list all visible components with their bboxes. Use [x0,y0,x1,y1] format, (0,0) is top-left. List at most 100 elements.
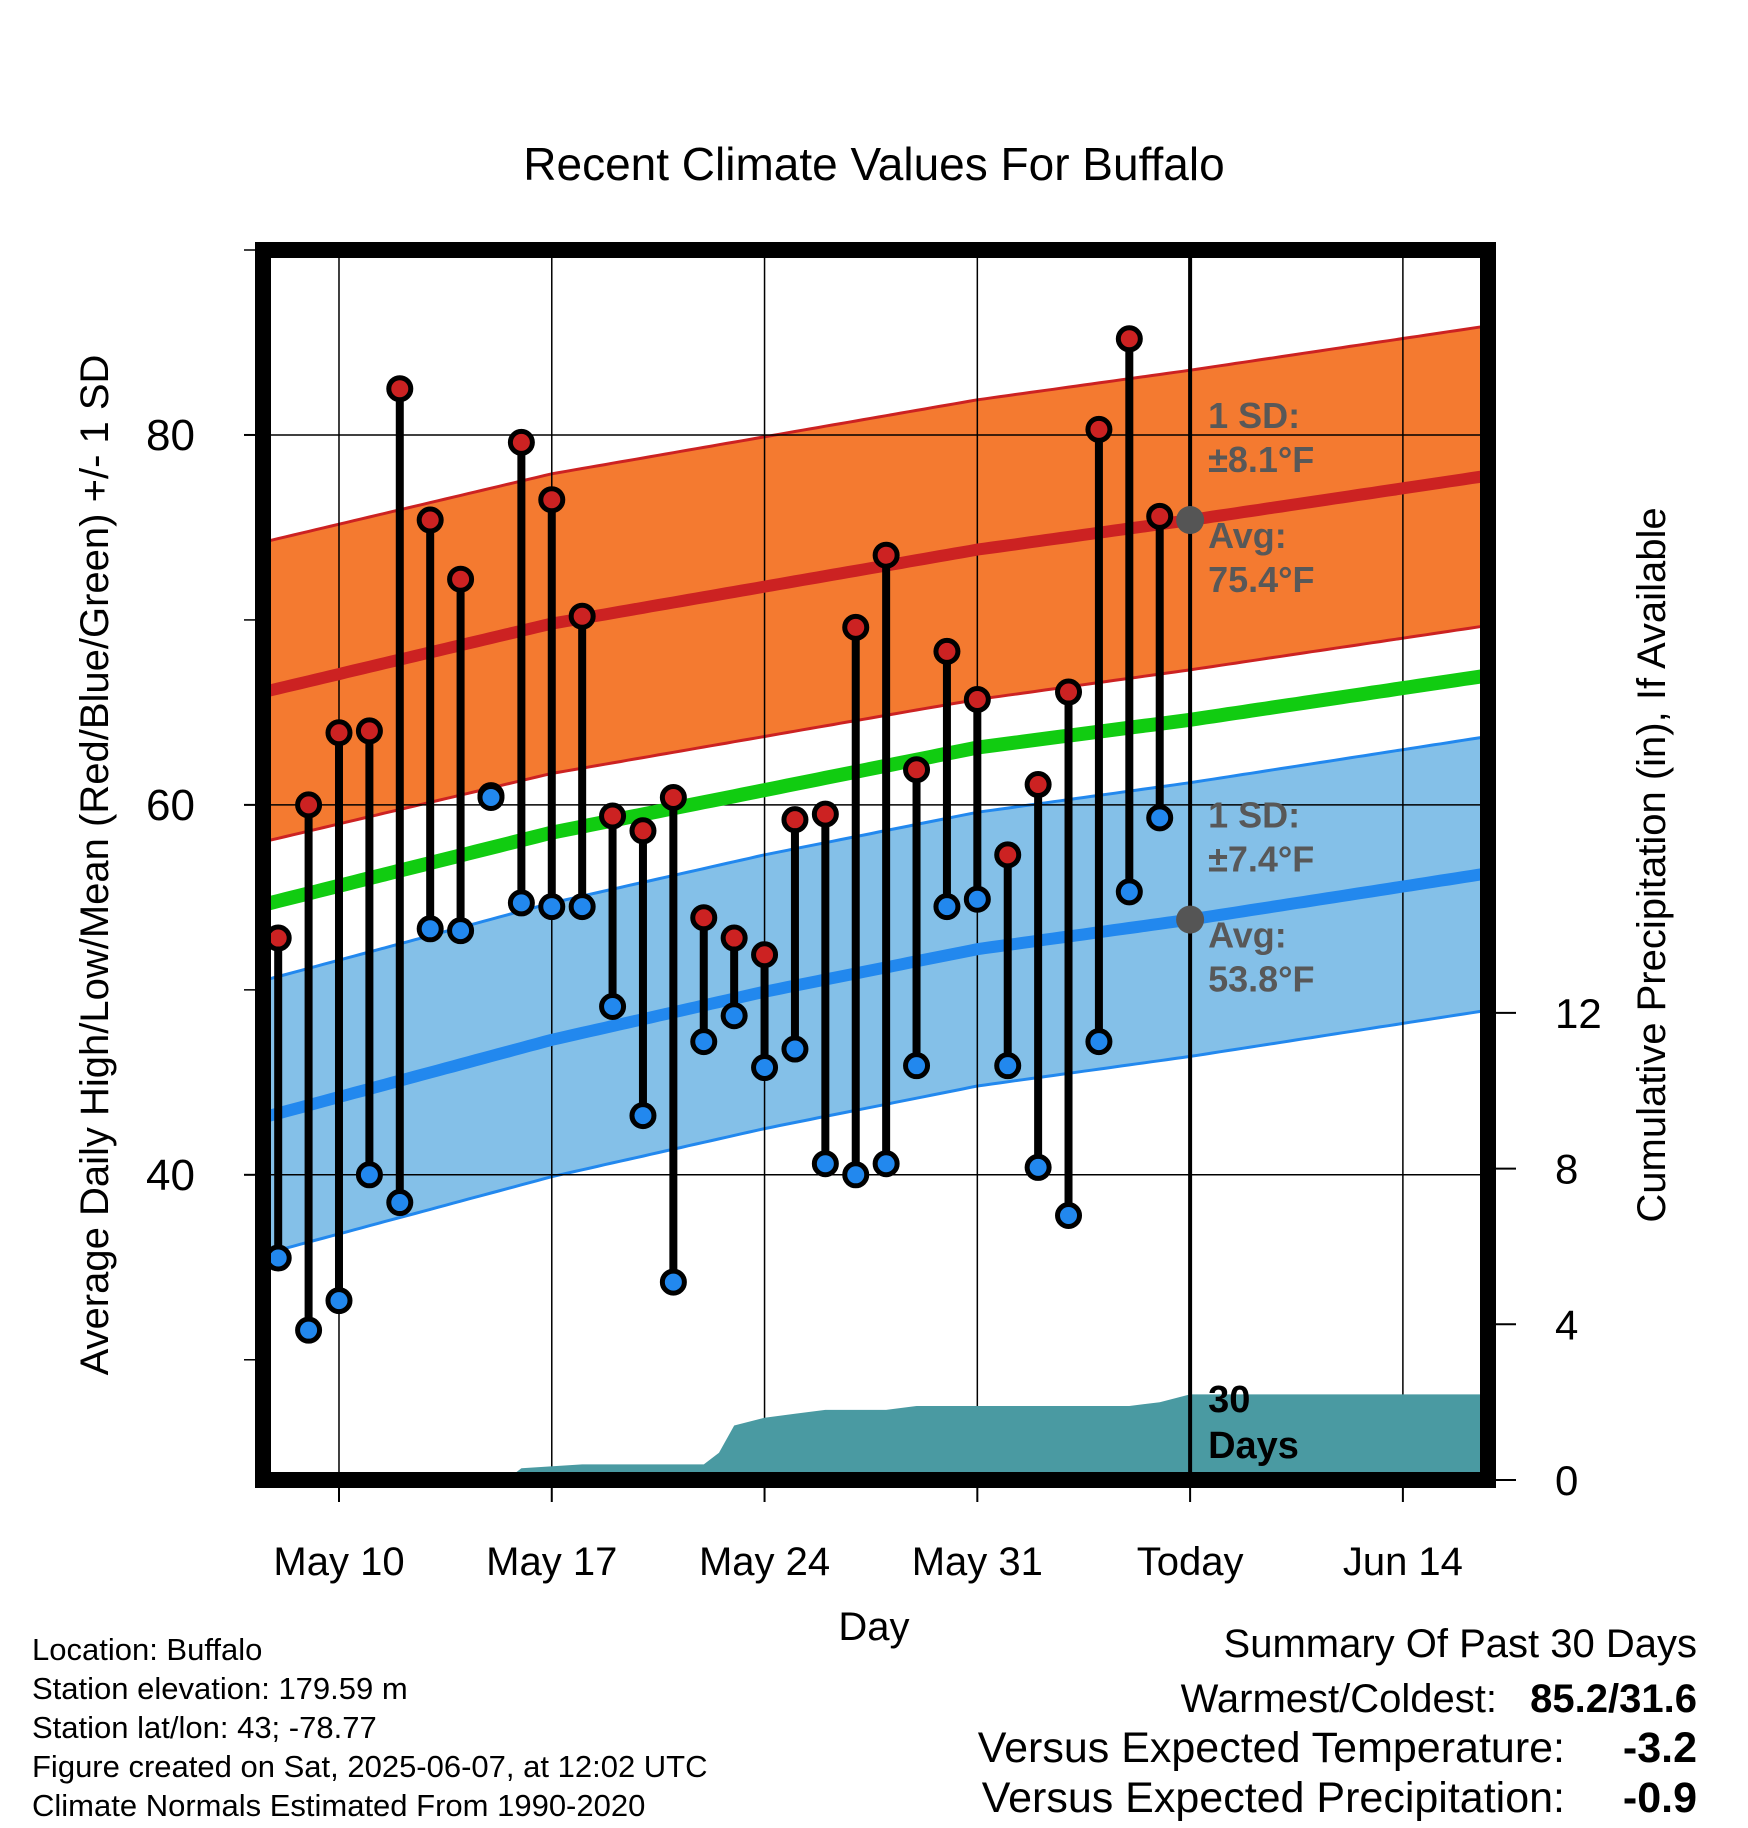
daily-low-point [386,1189,414,1217]
precipitation-layer [263,1394,1488,1480]
daily-high-point [1024,771,1052,799]
summary-panel: Summary Of Past 30 Days Warmest/Coldest:… [978,1622,1697,1822]
daily-high-point [538,486,566,514]
sd-bands [263,324,1487,1256]
daily-low-point [325,1287,353,1315]
high-sd-lower-edge [263,624,1487,844]
summary-warmest-label: Warmest/Coldest: [1181,1677,1497,1721]
low-sd-value: ±7.4°F [1208,839,1314,880]
daily-high-point [325,719,353,747]
daily-high-point [295,791,323,819]
daily-low-point [1055,1202,1083,1230]
daily-high-point [933,637,961,665]
daily-low-point [507,889,535,917]
high-sd-value: ±8.1°F [1208,439,1314,480]
low-avg-value: 53.8°F [1208,959,1314,1000]
y2-tick-label: 12 [1555,990,1602,1037]
avg-low-line [263,867,1488,1124]
today-avg-low-marker [1176,905,1205,934]
daily-low-point [599,992,627,1020]
footer-elevation: Station elevation: 179.59 m [32,1671,408,1706]
plot-area [263,250,1488,1480]
axis-ticks [244,249,1516,1502]
low-sd-lower-edge [263,1008,1487,1256]
daily-low-point [1085,1028,1113,1056]
footer-info: Location: Buffalo Station elevation: 179… [32,1632,708,1823]
daily-high-point [1055,678,1083,706]
x-tick-label: Today [1137,1540,1244,1584]
x-tick-label: Jun 14 [1343,1540,1463,1584]
y-axis-label: Average Daily High/Low/Mean (Red/Blue/Gr… [73,355,117,1376]
summary-precip-value: -0.9 [1623,1774,1697,1822]
daily-low-point [568,893,596,921]
gridlines [263,250,1488,1480]
high-sd-label: 1 SD: [1208,395,1300,436]
daily-high-point [1146,502,1174,530]
x-tick-label: May 10 [273,1540,404,1584]
daily-low-point [903,1052,931,1080]
daily-low-point [811,1150,839,1178]
daily-low-point [720,1002,748,1030]
low-sd-label: 1 SD: [1208,795,1300,836]
high-sd-upper-edge [263,324,1487,544]
low-avg-label: Avg: [1208,915,1287,956]
daily-high-point [599,802,627,830]
footer-normals: Climate Normals Estimated From 1990-2020 [32,1788,645,1823]
summary-precip-label: Versus Expected Precipitation: [982,1774,1565,1822]
daily-points [264,325,1174,1344]
daily-high-point [447,565,475,593]
plot-frame [255,242,1496,1488]
y2-tick-label: 0 [1555,1457,1578,1504]
daily-low-point [751,1054,779,1082]
daily-low-point [477,783,505,811]
daily-low-point [416,915,444,943]
daily-high-point [811,800,839,828]
daily-high-point [963,685,991,713]
daily-low-point [933,893,961,921]
today-avg-high-marker [1176,506,1205,535]
avg-high-line [263,469,1488,698]
daily-low-point [1115,878,1143,906]
daily-stems [274,338,1164,1331]
daily-high-point [507,428,535,456]
mean-line [263,668,1488,912]
footer-created: Figure created on Sat, 2025-06-07, at 12… [32,1749,708,1784]
daily-high-point [355,717,383,745]
daily-low-point [629,1102,657,1130]
daily-high-point [842,613,870,641]
summary-heading: Summary Of Past 30 Days [1224,1622,1697,1666]
low-sd-band [263,736,1487,1255]
daily-high-point [568,602,596,630]
daily-low-point [295,1316,323,1344]
daily-high-point [994,841,1022,869]
daily-high-point [872,541,900,569]
daily-low-point [781,1035,809,1063]
daily-low-point [1146,804,1174,832]
summary-temp-label: Versus Expected Temperature: [978,1724,1565,1772]
days-label-2: Days [1208,1425,1299,1467]
daily-low-point [659,1268,687,1296]
daily-low-point [963,885,991,913]
high-avg-label: Avg: [1208,515,1287,556]
daily-high-point [690,904,718,932]
daily-low-point [842,1161,870,1189]
y2-tick-label: 8 [1555,1146,1578,1193]
high-sd-band [263,326,1487,842]
daily-high-point [751,941,779,969]
daily-high-point [416,506,444,534]
daily-low-point [355,1161,383,1189]
daily-high-point [903,756,931,784]
y2-axis-label: Cumulative Precipitation (in), If Availa… [1630,507,1674,1222]
y-tick-label: 80 [146,411,195,460]
chart-title: Recent Climate Values For Buffalo [523,138,1224,190]
precipitation-area [263,1394,1488,1480]
footer-latlon: Station lat/lon: 43; -78.77 [32,1710,377,1745]
summary-warmest-value: 85.2/31.6 [1530,1677,1697,1721]
daily-high-point [720,924,748,952]
daily-low-point [1024,1153,1052,1181]
y-tick-label: 40 [146,1151,195,1200]
daily-low-point [690,1028,718,1056]
y-tick-label: 60 [146,781,195,830]
